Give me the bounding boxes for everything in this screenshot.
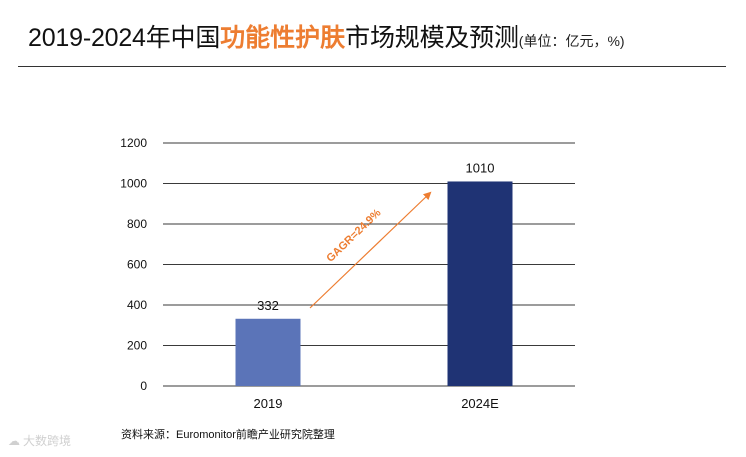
- cagr-annotation: GAGR=24.9%: [324, 207, 383, 265]
- x-tick-label: 2024E: [461, 396, 499, 411]
- y-tick-label: 1000: [120, 177, 147, 191]
- x-tick-label: 2019: [254, 396, 283, 411]
- chart-title: 2019-2024年中国功能性护肤市场规模及预测(单位：亿元，%): [28, 26, 726, 51]
- watermark: ☁ 大数跨境: [8, 432, 71, 449]
- y-tick-label: 400: [127, 298, 147, 312]
- growth-arrow: [309, 191, 432, 309]
- title-suffix: 市场规模及预测: [345, 24, 519, 52]
- y-tick-label: 600: [127, 258, 147, 272]
- data-label: 332: [257, 298, 279, 313]
- title-underline: [18, 66, 726, 67]
- y-tick-label: 0: [140, 379, 147, 393]
- cloud-logo-icon: ☁: [8, 434, 20, 448]
- y-tick-label: 200: [127, 339, 147, 353]
- y-tick-label: 800: [127, 217, 147, 231]
- bar-2024e: [447, 181, 513, 386]
- data-label: 1010: [466, 160, 495, 175]
- watermark-text: 大数跨境: [23, 434, 72, 448]
- source-note: 资料来源：Euromonitor前瞻产业研究院整理: [121, 429, 335, 441]
- y-tick-label: 1200: [120, 136, 147, 150]
- title-unit: (单位：亿元，%): [518, 33, 625, 49]
- bar-2019: [235, 318, 301, 386]
- title-prefix: 2019-2024年中国: [28, 24, 221, 52]
- title-highlight: 功能性护肤: [220, 24, 346, 52]
